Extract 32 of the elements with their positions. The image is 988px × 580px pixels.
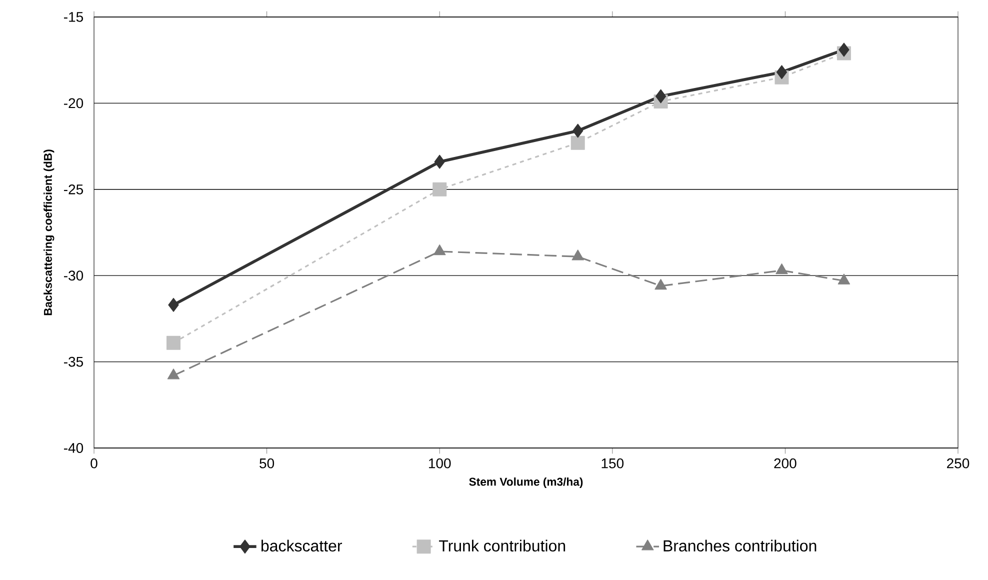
point [838,274,850,284]
point [432,182,447,196]
legend-label: Trunk contribution [439,540,566,552]
y-tick-label: -35 [64,356,84,367]
point [166,336,180,350]
x-axis-title: Stem Volume (m3/ha) [469,477,583,488]
point [776,65,788,80]
y-axis-title: Backscattering coefficient (dB) [44,150,54,316]
point [572,124,584,138]
y-tick-label: -30 [64,270,84,281]
point [434,154,445,169]
y-tick-label: -25 [64,184,84,194]
point [433,244,446,256]
point [776,263,788,274]
x-tick-label: 150 [602,458,624,468]
point [572,250,584,260]
y-tick-label: -20 [64,98,84,108]
point [570,136,585,150]
y-tick-label: -40 [64,443,84,453]
x-tick-label: 250 [947,458,970,468]
point [838,42,850,57]
point [167,368,180,380]
point [168,298,179,312]
y-tick-label: -15 [64,12,84,22]
x-tick-label: 200 [774,458,796,468]
x-tick-label: 50 [260,458,274,468]
legend-label: Branches contribution [664,540,816,552]
x-tick-label: 100 [428,458,451,468]
x-tick-label: 0 [90,458,98,468]
legend-label: backscatter [261,540,342,552]
point [655,89,666,104]
point [654,278,667,290]
